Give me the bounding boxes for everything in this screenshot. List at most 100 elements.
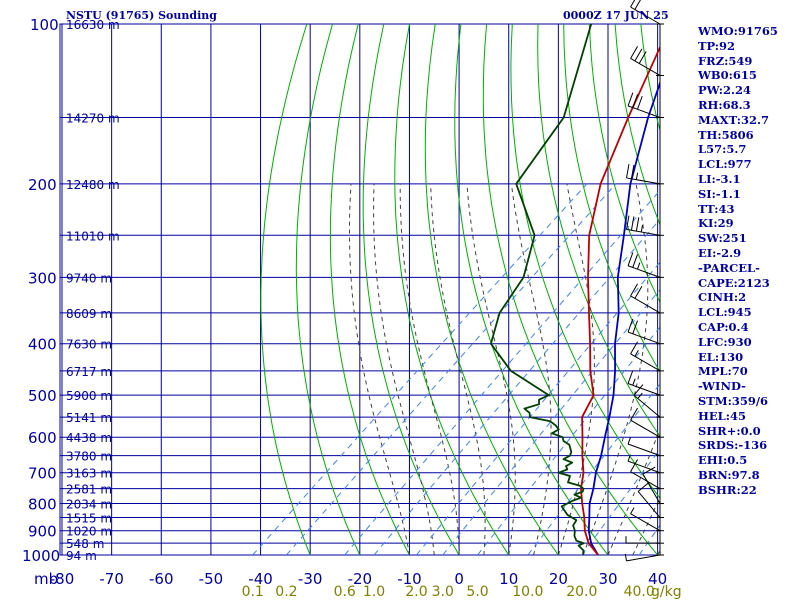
temperature-tick-label: -70 <box>99 570 124 588</box>
wind-barb-flag <box>642 466 656 475</box>
height-label: 3163 m <box>66 467 112 481</box>
mixing-ratio-unit-label: g/kg <box>651 584 682 600</box>
wind-barb <box>630 0 664 25</box>
index-item: WMO:91765 <box>698 24 778 38</box>
wind-barb <box>630 459 664 490</box>
moist-adiabat <box>510 183 552 555</box>
index-item: -WIND- <box>698 379 746 394</box>
mixing-ratio-label: 0.1 <box>242 584 264 600</box>
wind-barb-staff <box>627 331 661 345</box>
temperature-tick-label: -30 <box>298 570 323 588</box>
station-title: NSTU (91765) Sounding <box>66 9 217 22</box>
temperature-line <box>580 45 660 555</box>
temperature-tick-label: 0 <box>454 570 464 588</box>
pressure-tick-label: 900 <box>28 523 57 541</box>
wind-barb-flag <box>627 454 631 462</box>
wind-barb-staff <box>626 177 661 185</box>
wind-barb-flag <box>635 172 639 180</box>
wind-barb-flag <box>630 46 638 59</box>
dewpoint-line <box>490 24 593 555</box>
wind-barb <box>637 482 664 519</box>
height-label: 4438 m <box>66 431 112 445</box>
wind-barb-flag <box>630 507 635 514</box>
pressure-tick-label: 400 <box>28 336 57 354</box>
isotherm-lines <box>61 24 659 555</box>
wind-barb-flag <box>632 378 636 386</box>
mixing-ratio-label: 5.0 <box>466 584 488 600</box>
wind-barb-flag <box>630 459 638 472</box>
temperature-tick-label: -60 <box>149 570 174 588</box>
dry-adiabat <box>588 24 660 304</box>
wind-barb-staff <box>626 554 661 562</box>
wind-barb-flag <box>627 318 634 333</box>
height-label: 2581 m <box>66 483 112 497</box>
dry-adiabat <box>362 24 460 555</box>
wind-barb <box>627 437 664 457</box>
height-label: 9740 m <box>66 271 112 285</box>
mixing-ratio-label: 2.0 <box>405 584 427 600</box>
wind-barb-staff <box>630 353 661 372</box>
wind-barb-flag <box>632 254 639 268</box>
wind-barb-flag <box>630 164 635 179</box>
wind-barb-flag <box>624 553 628 561</box>
mixing-ratio-label: 1.0 <box>363 584 385 600</box>
moist-adiabat <box>399 183 460 555</box>
moist-adiabat <box>466 183 516 555</box>
wind-barb-staff <box>627 460 661 474</box>
wind-barb <box>630 46 664 76</box>
pressure-tick-label: 1000 <box>22 547 60 565</box>
temperature-tick-label: -10 <box>397 570 422 588</box>
wind-barb <box>626 215 664 236</box>
index-item: EL:130 <box>698 349 744 364</box>
wind-barb <box>627 252 664 278</box>
wind-barb-flag <box>627 370 634 384</box>
height-label: 6717 m <box>66 365 112 379</box>
wind-barb-flag <box>633 384 644 396</box>
height-label: 1515 m <box>66 512 112 526</box>
wind-barb-staff <box>637 491 661 518</box>
wind-barb-flag <box>636 262 641 270</box>
wind-barb-staff <box>627 383 661 396</box>
wind-barb <box>630 341 664 372</box>
index-item: L57:5.7 <box>698 142 747 157</box>
index-item: TT:43 <box>698 201 735 216</box>
height-label: 3780 m <box>66 450 112 464</box>
index-item: LFC:930 <box>698 334 752 349</box>
wind-barb-flag <box>630 283 638 297</box>
index-item: SI:-1.1 <box>698 186 741 201</box>
index-item: WB0:615 <box>698 68 757 83</box>
height-label: 7630 m <box>66 338 112 352</box>
index-item: KI:29 <box>698 216 734 231</box>
wind-barb-staff <box>627 105 661 118</box>
height-label: 8609 m <box>66 307 112 321</box>
dry-adiabat <box>295 24 361 555</box>
pressure-tick-label: 100 <box>30 16 59 34</box>
pressure-unit-label: mb <box>34 570 58 588</box>
pressure-tick-label: 500 <box>28 387 57 405</box>
wind-barb-flag <box>630 216 635 231</box>
wind-barb-flag <box>637 482 650 492</box>
mixing-ratio-label: 0.6 <box>334 584 356 600</box>
dry-adiabat <box>510 24 660 499</box>
wind-barb-staff <box>627 443 661 457</box>
wind-barb-flag <box>627 437 631 445</box>
moist-adiabat <box>430 183 486 555</box>
dry-adiabat <box>394 24 510 555</box>
mixing-ratio-line <box>527 383 660 555</box>
wind-barb <box>630 283 664 314</box>
wind-barb <box>627 318 664 345</box>
moist-adiabat <box>582 183 649 555</box>
wind-barb-flag <box>640 225 643 233</box>
wind-barb <box>633 384 664 418</box>
index-item: BSHR:22 <box>698 482 757 497</box>
dry-adiabat <box>563 24 660 373</box>
temperature-tick-label: -80 <box>50 570 75 588</box>
pressure-tick-label: 200 <box>28 176 57 194</box>
sounding-time: 0000Z 17 JUN 25 <box>563 9 669 22</box>
temperature-tick-label: -20 <box>348 570 373 588</box>
index-item: LCL:977 <box>698 157 752 172</box>
wind-barb-staff <box>630 419 661 438</box>
temperature-tick-label: 10 <box>499 570 518 588</box>
